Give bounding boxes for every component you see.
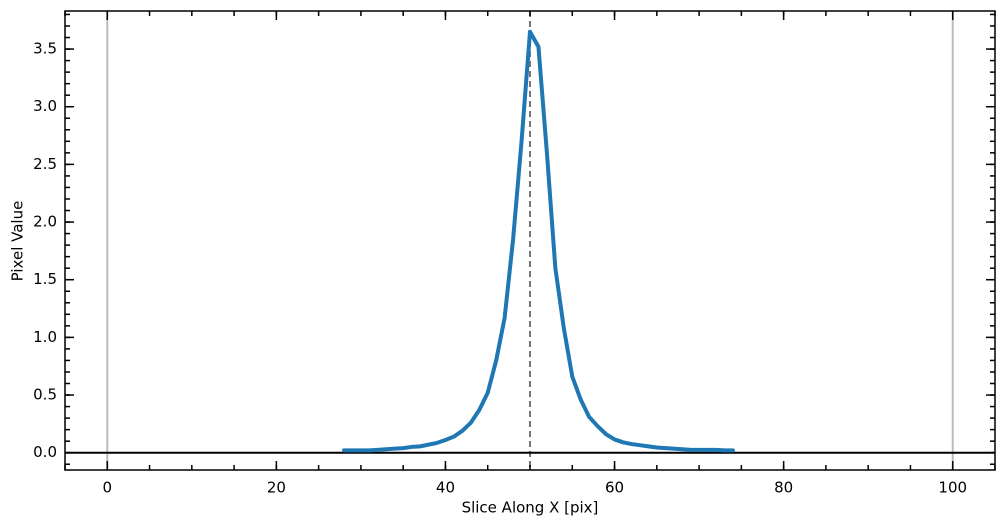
x-tick-label: 60 xyxy=(605,479,624,497)
x-tick-label: 40 xyxy=(436,479,455,497)
y-tick-label: 0.0 xyxy=(33,443,57,461)
y-tick-label: 3.0 xyxy=(33,97,57,115)
y-tick-label: 2.5 xyxy=(33,155,57,173)
x-tick-label: 80 xyxy=(774,479,793,497)
y-tick-label: 2.0 xyxy=(33,213,57,231)
y-tick-label: 3.5 xyxy=(33,40,57,58)
x-tick-label: 0 xyxy=(102,479,112,497)
x-tick-label: 20 xyxy=(267,479,286,497)
data-line xyxy=(342,29,735,453)
y-tick-label: 1.0 xyxy=(33,328,57,346)
y-axis-label: Pixel Value xyxy=(9,201,27,282)
y-tick-label: 0.5 xyxy=(33,386,57,404)
x-tick-label: 100 xyxy=(938,479,967,497)
y-tick-label: 1.5 xyxy=(33,270,57,288)
x-axis-label: Slice Along X [pix] xyxy=(462,499,599,517)
plot-frame xyxy=(64,10,996,471)
